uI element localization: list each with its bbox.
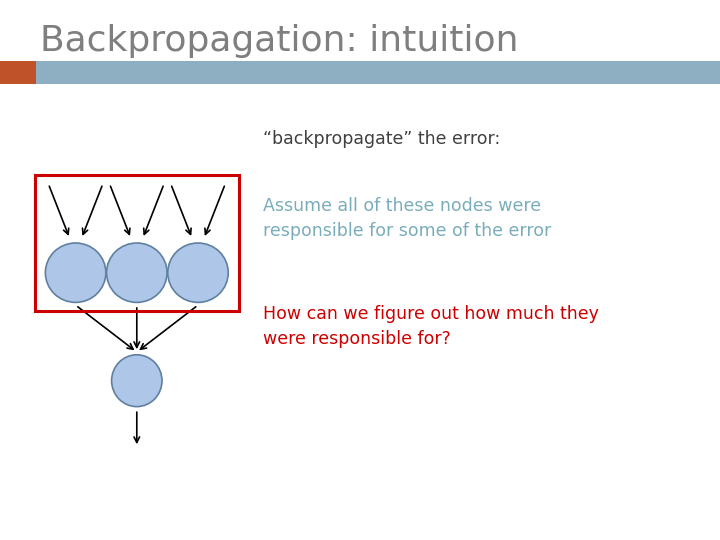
Bar	[35, 176, 239, 310]
Ellipse shape	[168, 243, 228, 302]
Text: Backpropagation: intuition: Backpropagation: intuition	[40, 24, 518, 58]
Ellipse shape	[112, 355, 162, 407]
Text: “backpropagate” the error:: “backpropagate” the error:	[263, 130, 500, 147]
Text: How can we figure out how much they
were responsible for?: How can we figure out how much they were…	[263, 305, 598, 348]
Ellipse shape	[107, 243, 167, 302]
Bar	[0, 61, 36, 84]
Text: Assume all of these nodes were
responsible for some of the error: Assume all of these nodes were responsib…	[263, 197, 551, 240]
Bar	[0, 61, 720, 84]
Ellipse shape	[45, 243, 106, 302]
